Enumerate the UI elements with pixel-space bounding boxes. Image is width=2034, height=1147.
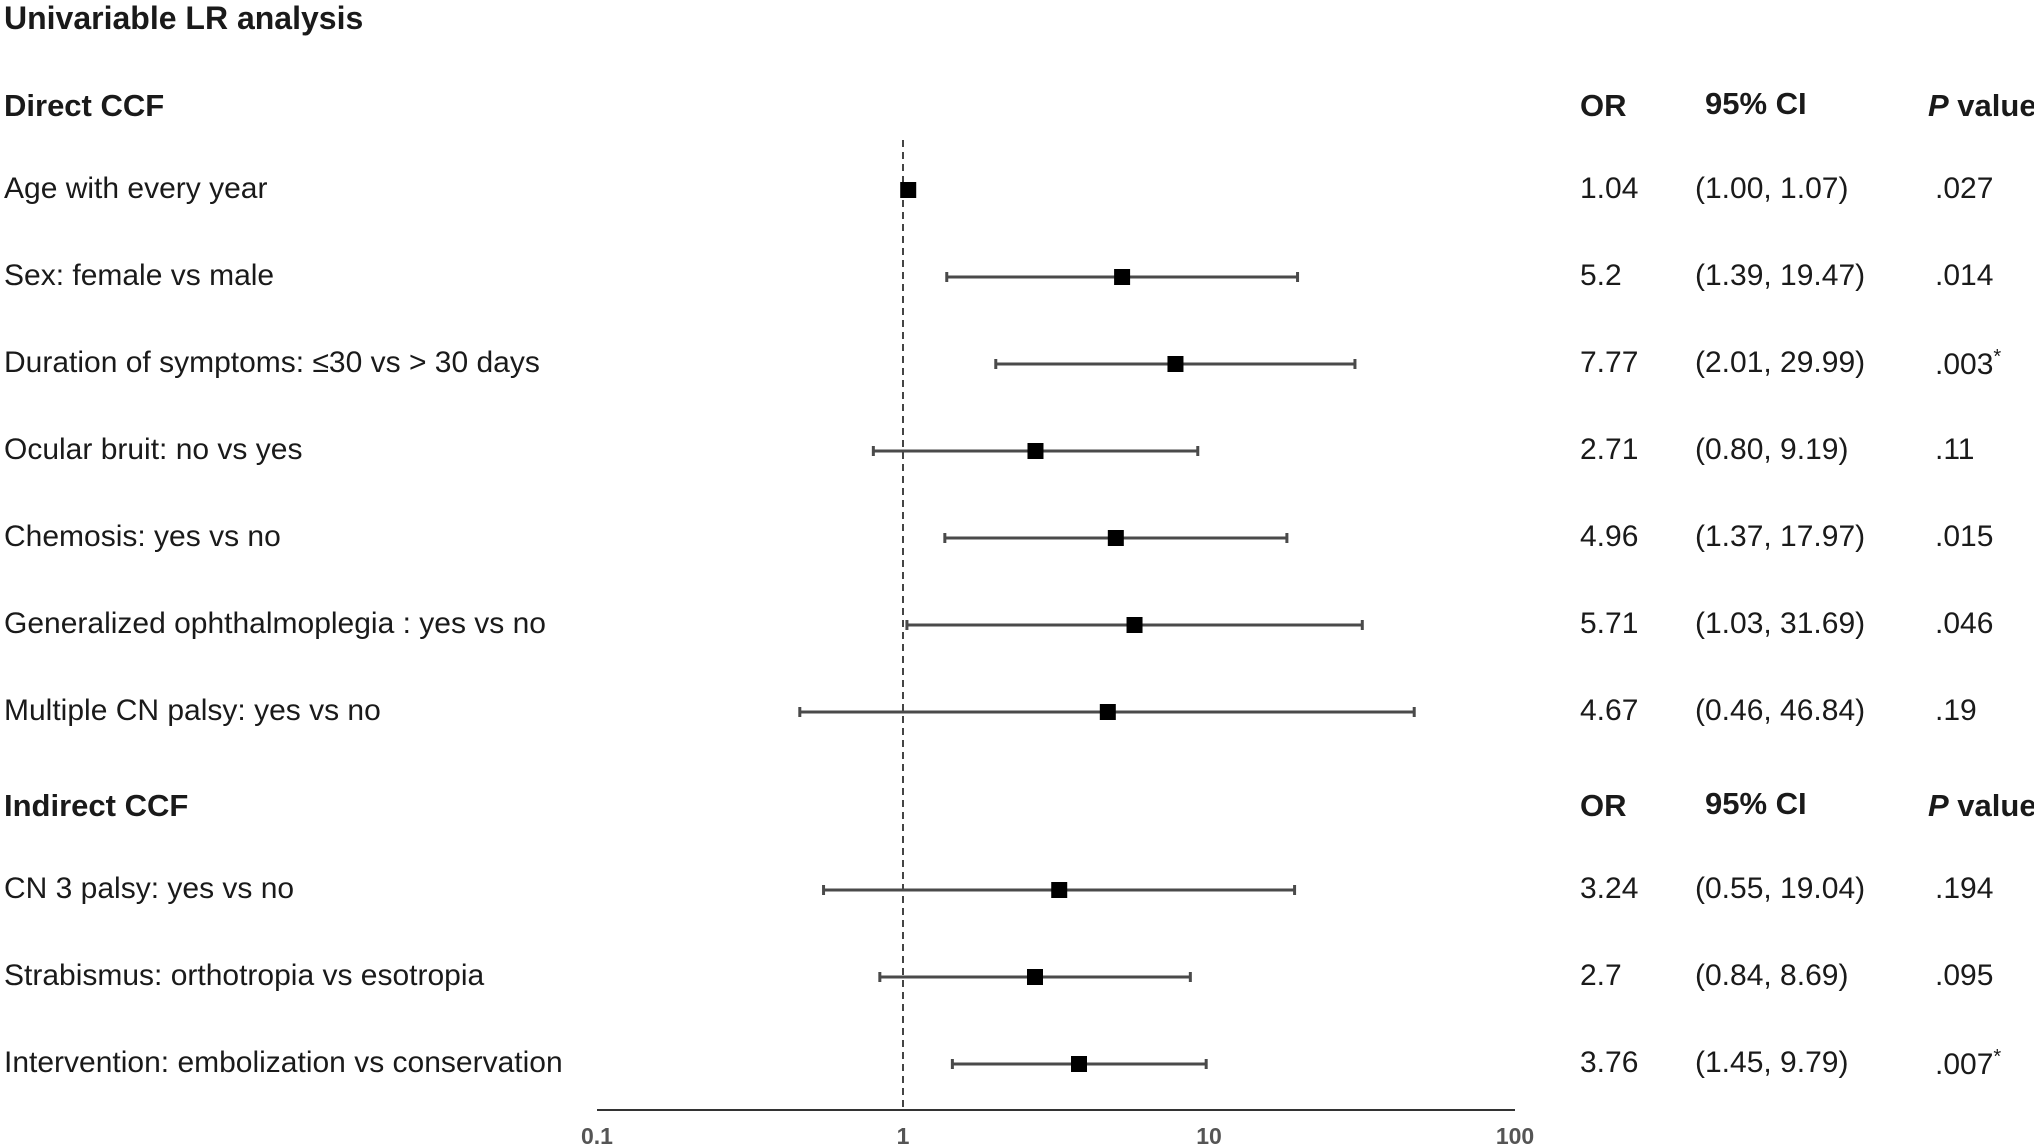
p-number: .11: [1935, 433, 1975, 466]
ci-value: (0.55, 19.04): [1695, 872, 1866, 905]
group-header: Indirect CCF: [4, 788, 189, 823]
p-value: .046: [1935, 607, 1993, 641]
p-rest: value: [1948, 788, 2034, 823]
ci-value: (1.45, 9.79): [1695, 1046, 1849, 1079]
row-label: Age with every year: [4, 172, 268, 205]
p-value: .015: [1935, 520, 1993, 554]
x-tick-label: 10: [1196, 1123, 1222, 1147]
or-point: [1026, 969, 1043, 985]
row-label: Chemosis: yes vs no: [4, 520, 281, 553]
p-value: .007*: [1935, 1046, 2001, 1082]
ci-value: (1.39, 19.47): [1695, 259, 1866, 292]
ci-value: (0.46, 46.84): [1695, 694, 1866, 727]
or-point: [1099, 704, 1116, 720]
ci-value: (1.37, 17.97): [1695, 520, 1866, 553]
row-label: Multiple CN palsy: yes vs no: [4, 694, 381, 727]
p-number: .095: [1935, 959, 1994, 992]
p-number: .046: [1935, 607, 1994, 640]
row-label: CN 3 palsy: yes vs no: [4, 872, 295, 905]
group-header: Direct CCF: [4, 88, 165, 123]
or-point: [1051, 882, 1068, 898]
column-header-ci: 95% CI: [1705, 786, 1807, 821]
column-header-or: OR: [1580, 88, 1627, 123]
p-italic: P: [1928, 788, 1949, 823]
p-number: .19: [1935, 694, 1977, 727]
or-point: [1027, 443, 1044, 459]
p-value: .027: [1935, 172, 1993, 206]
ci-value: (2.01, 29.99): [1695, 346, 1866, 379]
p-number: .027: [1935, 172, 1994, 205]
or-value: 4.67: [1580, 694, 1639, 727]
or-value: 3.24: [1580, 872, 1639, 905]
significance-star: *: [1993, 346, 2002, 368]
p-number: .015: [1935, 520, 1994, 553]
p-value: .095: [1935, 959, 1993, 993]
x-tick-label: 0.1: [581, 1123, 613, 1147]
row-label: Ocular bruit: no vs yes: [4, 433, 303, 466]
or-point: [1114, 269, 1131, 285]
p-value: .194: [1935, 872, 1993, 906]
p-value: .014: [1935, 259, 1993, 293]
p-number: .194: [1935, 872, 1994, 905]
p-italic: P: [1928, 88, 1949, 123]
chart-title: Univariable LR analysis: [4, 0, 364, 36]
or-point: [1107, 530, 1124, 546]
or-value: 2.7: [1580, 959, 1622, 992]
or-value: 5.71: [1580, 607, 1639, 640]
or-value: 3.76: [1580, 1046, 1639, 1079]
column-header-ci: 95% CI: [1705, 86, 1807, 121]
p-number: .007: [1935, 1048, 1994, 1081]
or-point: [1126, 617, 1143, 633]
or-point: [1167, 356, 1184, 372]
ci-value: (0.80, 9.19): [1695, 433, 1849, 466]
ci-value: (0.84, 8.69): [1695, 959, 1849, 992]
p-number: .014: [1935, 259, 1994, 292]
x-tick-label: 1: [897, 1123, 910, 1147]
p-number: .003: [1935, 348, 1994, 381]
or-value: 1.04: [1580, 172, 1639, 205]
p-value: .003*: [1935, 346, 2001, 382]
ci-value: (1.03, 31.69): [1695, 607, 1866, 640]
or-point: [1071, 1056, 1088, 1072]
x-tick-label: 100: [1496, 1123, 1534, 1147]
or-value: 4.96: [1580, 520, 1639, 553]
or-value: 5.2: [1580, 259, 1622, 292]
or-value: 2.71: [1580, 433, 1639, 466]
p-value: .19: [1935, 694, 1977, 728]
row-label: Generalized ophthalmoplegia : yes vs no: [4, 607, 546, 640]
row-label: Intervention: embolization vs conservati…: [4, 1046, 563, 1079]
p-rest: value: [1948, 88, 2034, 123]
column-header-p: P value: [1928, 788, 2034, 824]
or-value: 7.77: [1580, 346, 1639, 379]
column-header-p: P value: [1928, 88, 2034, 124]
row-label: Duration of symptoms: ≤30 vs > 30 days: [4, 346, 540, 379]
row-label: Strabismus: orthotropia vs esotropia: [4, 959, 485, 992]
significance-star: *: [1993, 1046, 2002, 1068]
row-label: Sex: female vs male: [4, 259, 275, 292]
column-header-or: OR: [1580, 788, 1627, 823]
ci-value: (1.00, 1.07): [1695, 172, 1849, 205]
or-point: [900, 182, 917, 198]
p-value: .11: [1935, 433, 1974, 467]
